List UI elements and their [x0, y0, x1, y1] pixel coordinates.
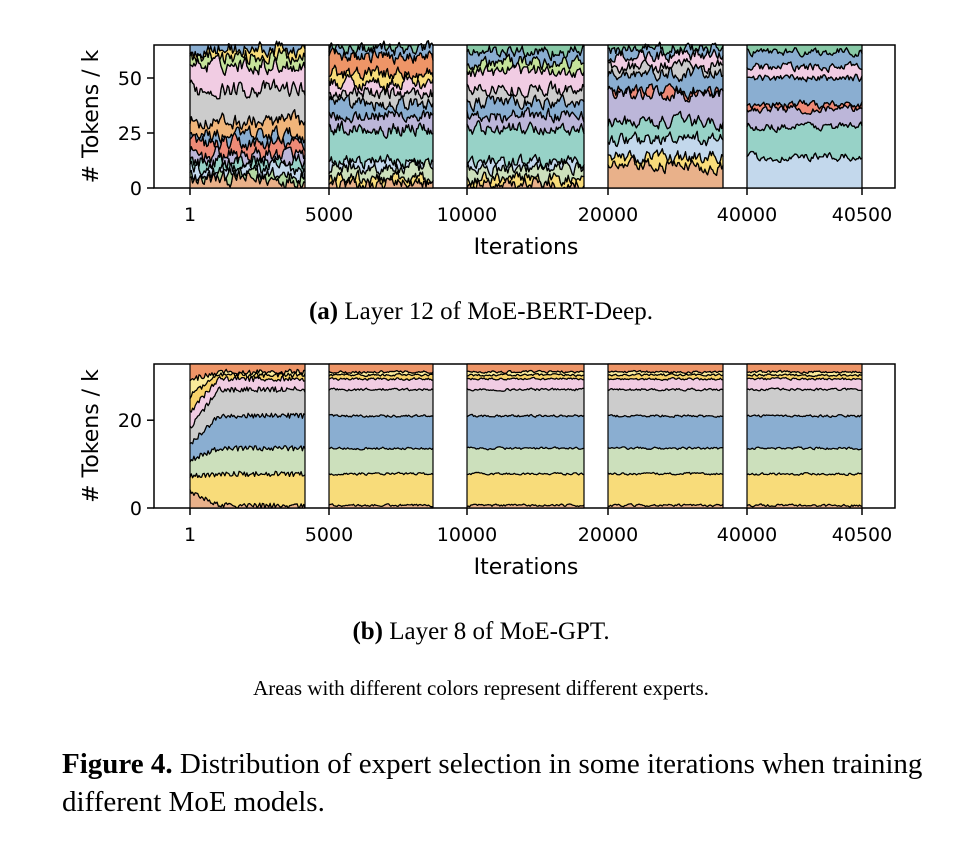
panel-a-seg1-expert-band	[189, 40, 306, 59]
panel-b-xtick-label: 20000	[578, 524, 638, 546]
panel-a-ytick-label: 0	[130, 178, 142, 200]
panel-b-xtick-label: 10000	[437, 524, 497, 546]
panel-b-seg3-expert-band	[466, 446, 585, 476]
panel-a-xtick-label: 40500	[832, 204, 892, 226]
panel-b-seg4-expert-band	[607, 387, 724, 418]
panel-b-xtick-label: 5000	[305, 524, 353, 546]
panel-a-label: (a)	[308, 298, 339, 325]
panel-b-label: (b)	[352, 618, 383, 645]
panel-a-seg5-expert-band	[746, 44, 863, 58]
panel-a-seg4-expert-band	[607, 41, 724, 56]
panel-b-seg3-expert-band	[466, 363, 585, 374]
panel-b-seg5-expert-band	[746, 472, 863, 508]
panel-a-xlabel: Iterations	[474, 235, 579, 260]
panel-a-seg3-expert-band	[466, 44, 585, 62]
panel-b-xlabel: Iterations	[474, 555, 579, 580]
panel-b-seg3-expert-band	[466, 413, 585, 451]
panel-b-seg1-expert-band	[189, 363, 306, 382]
panel-b-seg5-expert-band	[746, 387, 863, 418]
panel-b-seg4-expert-band	[607, 446, 724, 476]
panel-a-seg2-expert-band	[328, 40, 434, 56]
panel-b-seg5-expert-band	[746, 414, 863, 451]
panel-b-ytick-label: 20	[118, 410, 142, 432]
panel-b-seg2-expert-band	[328, 363, 434, 374]
panel-a-chart: 0 25 50 1 5000 10000 20000 40000 40500 Iterations…	[79, 40, 896, 260]
panel-a-ytick-label: 50	[118, 68, 142, 90]
panel-a-xtick-label: 5000	[305, 204, 353, 226]
panel-b-chart: 0 20 1 5000 10000 20000 40000 40500 Iterations # …	[79, 363, 896, 580]
panel-b-ylabel: # Tokens / k	[79, 369, 104, 503]
panel-b-seg3-expert-band	[466, 471, 585, 508]
panel-b-seg2-expert-band	[328, 471, 434, 508]
panel-a-ytick-label: 25	[118, 123, 142, 145]
panel-a-xtick-label: 10000	[437, 204, 497, 226]
panel-b-ytick-label: 0	[130, 498, 142, 520]
figure-caption: Figure 4. Distribution of expert selecti…	[62, 745, 932, 821]
panel-b-seg4-expert-band	[607, 363, 724, 374]
panel-a-caption: (a) Layer 12 of MoE-BERT-Deep.	[0, 298, 962, 326]
panel-b-xtick-label: 40500	[832, 524, 892, 546]
panel-b-seg5-expert-band	[746, 363, 863, 374]
panel-a-xtick-label: 20000	[578, 204, 638, 226]
panel-b-seg2-expert-band	[328, 377, 434, 392]
panel-a-title: Layer 12 of MoE-BERT-Deep.	[338, 298, 653, 325]
panel-a-xtick-label: 40000	[717, 204, 777, 226]
panel-b-caption: (b) Layer 8 of MoE-GPT.	[0, 618, 962, 646]
panel-b-seg4-expert-band	[607, 471, 724, 508]
panel-b-seg2-expert-band	[328, 387, 434, 418]
panel-b-seg3-expert-band	[466, 387, 585, 418]
color-note: Areas with different colors represent di…	[253, 676, 709, 700]
panel-a-ylabel: # Tokens / k	[79, 49, 104, 183]
panel-b-seg2-expert-band	[328, 413, 434, 451]
panel-b-title: Layer 8 of MoE-GPT.	[383, 618, 610, 645]
panel-b-xtick-label: 40000	[717, 524, 777, 546]
figure-caption-text: Distribution of expert selection in some…	[62, 748, 923, 818]
panel-a-xtick-label: 1	[184, 204, 196, 226]
panel-b-seg5-expert-band	[746, 446, 863, 476]
figure-label: Figure 4.	[62, 748, 173, 780]
panel-b-seg2-expert-band	[328, 446, 434, 476]
panel-b-seg4-expert-band	[607, 414, 724, 451]
panel-b-xtick-label: 1	[184, 524, 196, 546]
